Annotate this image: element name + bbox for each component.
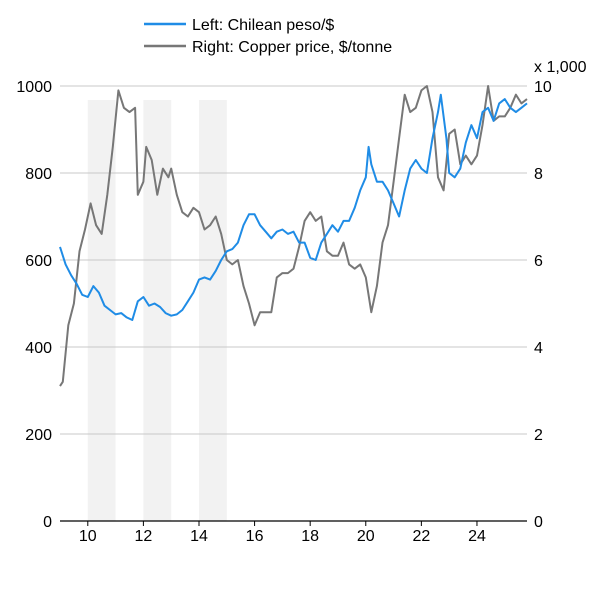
y-right-tick-labels: 0 2 4 6 8 10 <box>534 79 552 531</box>
series-line-peso <box>59 93 528 321</box>
y-left-tick-label: 800 <box>25 166 52 183</box>
y-right-tick-label: 8 <box>534 166 543 183</box>
gridlines <box>60 85 527 522</box>
x-tick-label: 16 <box>246 528 264 545</box>
x-tick-label: 14 <box>190 528 208 545</box>
y-left-tick-label: 600 <box>25 253 52 270</box>
legend: Left: Chilean peso/$ Right: Copper price,… <box>144 17 392 56</box>
x-tick-label: 18 <box>301 528 319 545</box>
series-lines <box>59 85 528 387</box>
legend-label: Right: Copper price, $/tonne <box>192 39 392 56</box>
y-left-tick-label: 0 <box>43 514 52 531</box>
y-left-tick-label: 200 <box>25 427 52 444</box>
y-left-tick-label: 1000 <box>16 79 52 96</box>
shaded-periods <box>87 100 227 521</box>
x-tick-labels: 10 12 14 16 18 20 22 24 <box>79 521 486 545</box>
y-right-tick-label: 10 <box>534 79 552 96</box>
y-right-tick-label: 0 <box>534 514 543 531</box>
series-line-copper <box>59 85 528 387</box>
shaded-period-2 <box>198 100 227 521</box>
x-tick-label: 10 <box>79 528 97 545</box>
shaded-period-1 <box>143 100 172 521</box>
y-right-tick-label: 4 <box>534 340 543 357</box>
x-tick-label: 24 <box>468 528 486 545</box>
y-right-multiplier-label: x 1,000 <box>534 59 587 76</box>
x-tick-label: 20 <box>357 528 375 545</box>
y-left-tick-label: 400 <box>25 340 52 357</box>
y-right-tick-label: 6 <box>534 253 543 270</box>
x-tick-label: 12 <box>134 528 152 545</box>
x-tick-label: 22 <box>412 528 430 545</box>
y-right-tick-label: 2 <box>534 427 543 444</box>
y-left-tick-labels: 0 200 400 600 800 1000 <box>16 79 52 531</box>
legend-label: Left: Chilean peso/$ <box>192 17 334 34</box>
